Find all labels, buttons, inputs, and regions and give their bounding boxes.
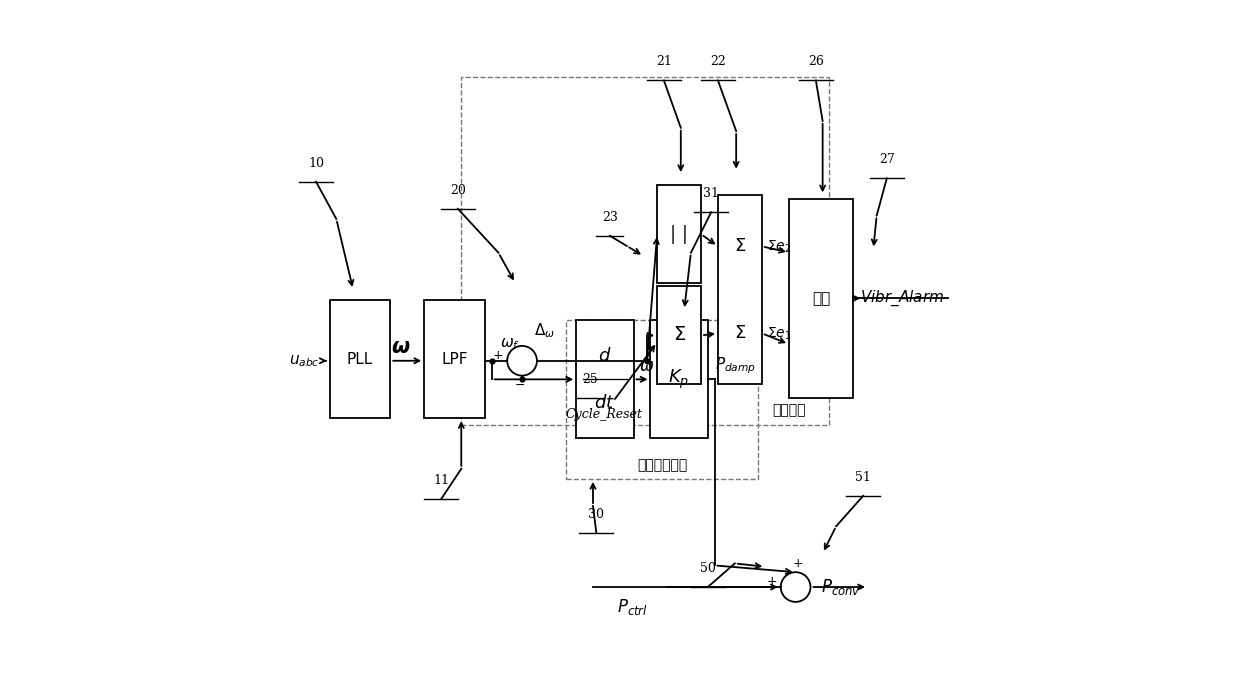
Text: $\Sigma e_2$: $\Sigma e_2$ — [768, 238, 792, 255]
Text: $\boldsymbol{\omega}$: $\boldsymbol{\omega}$ — [391, 338, 410, 357]
Text: $P_{damp}$: $P_{damp}$ — [714, 355, 755, 376]
Text: 附加阻尼功率: 附加阻尼功率 — [637, 458, 687, 472]
Bar — [789, 199, 853, 398]
Text: 22: 22 — [711, 55, 725, 68]
Text: $u_{abc}$: $u_{abc}$ — [289, 353, 320, 368]
Text: 11: 11 — [433, 474, 449, 487]
Text: +: + — [766, 575, 777, 588]
Text: $-$: $-$ — [515, 378, 526, 391]
Bar — [461, 77, 830, 425]
Text: 23: 23 — [601, 210, 618, 223]
Text: Cycle_Reset: Cycle_Reset — [565, 409, 642, 422]
Bar — [657, 287, 701, 384]
Text: 21: 21 — [656, 55, 672, 68]
Text: 50: 50 — [699, 562, 715, 575]
Text: $\Delta_\omega$: $\Delta_\omega$ — [534, 321, 556, 340]
Text: LPF: LPF — [441, 351, 467, 366]
Text: 30: 30 — [588, 508, 604, 521]
Bar — [565, 320, 759, 479]
Text: 31: 31 — [703, 187, 719, 200]
Text: +: + — [494, 349, 503, 362]
Bar — [330, 300, 391, 418]
Bar — [577, 320, 634, 439]
Text: 振动检测: 振动检测 — [773, 403, 806, 417]
Text: $K_p$: $K_p$ — [668, 368, 689, 391]
Text: 10: 10 — [308, 157, 324, 170]
Bar — [657, 185, 701, 283]
Text: PLL: PLL — [347, 351, 373, 366]
Text: | |: | | — [670, 225, 688, 244]
Bar — [651, 320, 708, 439]
Text: 27: 27 — [879, 153, 895, 166]
Text: 20: 20 — [450, 184, 466, 197]
Bar — [718, 195, 761, 384]
Text: $\omega_f$: $\omega_f$ — [500, 336, 520, 351]
Text: $Vibr\_Alarm$: $Vibr\_Alarm$ — [859, 289, 944, 308]
Text: $P_{ctrl}$: $P_{ctrl}$ — [616, 597, 647, 617]
Bar — [424, 300, 485, 418]
Text: $\Sigma$: $\Sigma$ — [734, 324, 746, 343]
Text: $\Sigma$: $\Sigma$ — [734, 238, 746, 255]
Text: 比较: 比较 — [812, 291, 830, 306]
Text: 51: 51 — [856, 471, 870, 484]
Text: $\Sigma$: $\Sigma$ — [672, 326, 686, 345]
Text: $\dot{\omega}$: $\dot{\omega}$ — [639, 355, 653, 376]
Text: 25: 25 — [582, 373, 598, 385]
Text: 26: 26 — [808, 55, 823, 68]
Text: $dt$: $dt$ — [594, 394, 615, 412]
Text: $\Sigma e_1$: $\Sigma e_1$ — [768, 325, 792, 342]
Text: +: + — [792, 557, 804, 570]
Text: $P_{conv}$: $P_{conv}$ — [821, 577, 861, 597]
Text: $d$: $d$ — [598, 347, 611, 365]
